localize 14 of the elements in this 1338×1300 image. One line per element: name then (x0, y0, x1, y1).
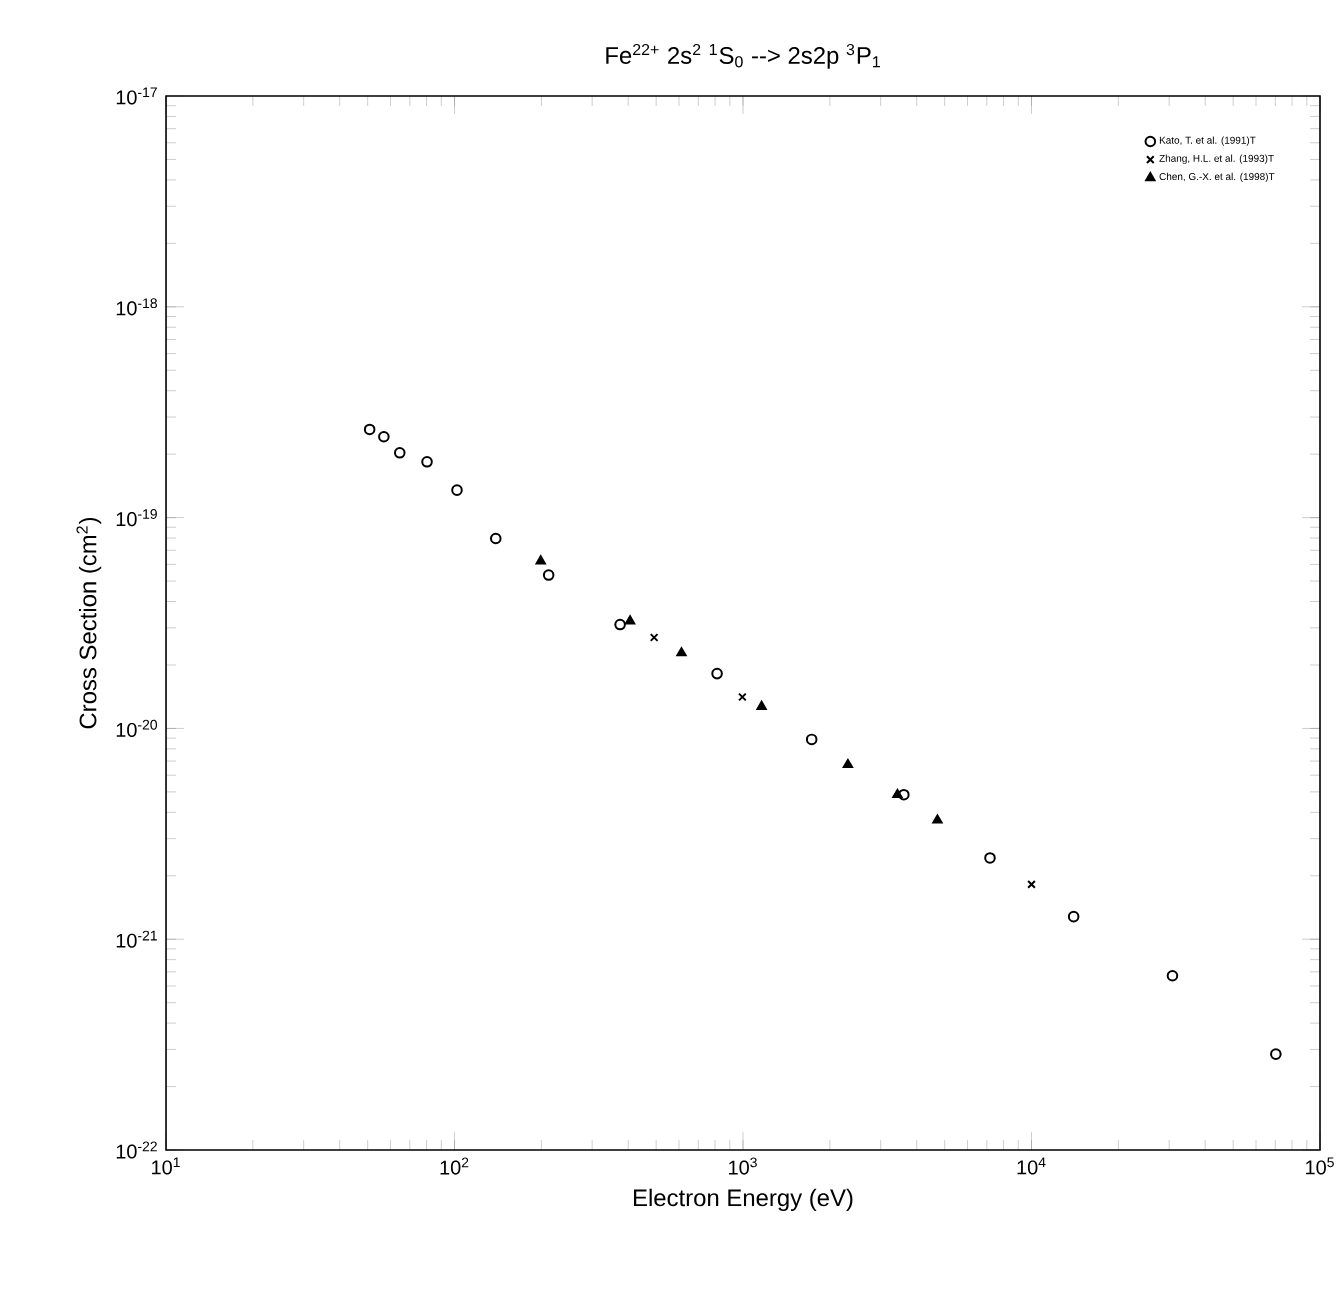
y-tick-label: 10$^{-20}$ (116, 719, 158, 737)
x-axis-title: Electron Energy (eV) (634, 1188, 853, 1212)
x-tick-label: 10$^{3}$ (729, 1157, 757, 1175)
y-tick-label: 10$^{-18}$ (116, 298, 157, 316)
y-tick-label: 10$^{-22}$ (116, 1141, 157, 1159)
x-tick-label: 10$^{2}$ (440, 1157, 469, 1175)
x-tick-label: 10$^{1}$ (152, 1157, 180, 1175)
chart-title: Fe$^{22+}$ 2s$^{2 1}$S$_{0}$ --> 2s2p $^{3}$P$_{1}$ (606, 43, 880, 69)
x-tick-label: 10$^{5}$ (1306, 1157, 1334, 1175)
x-tick-label: 10$^{4}$ (1017, 1157, 1046, 1175)
y-tick-label: 10$^{-19}$ (116, 509, 157, 527)
y-tick-label: 10$^{-21}$ (116, 930, 157, 948)
y-axis-title: Cross Section (cm$^{2}$) (76, 517, 102, 729)
y-tick-label: 10$^{-17}$ (116, 87, 157, 105)
